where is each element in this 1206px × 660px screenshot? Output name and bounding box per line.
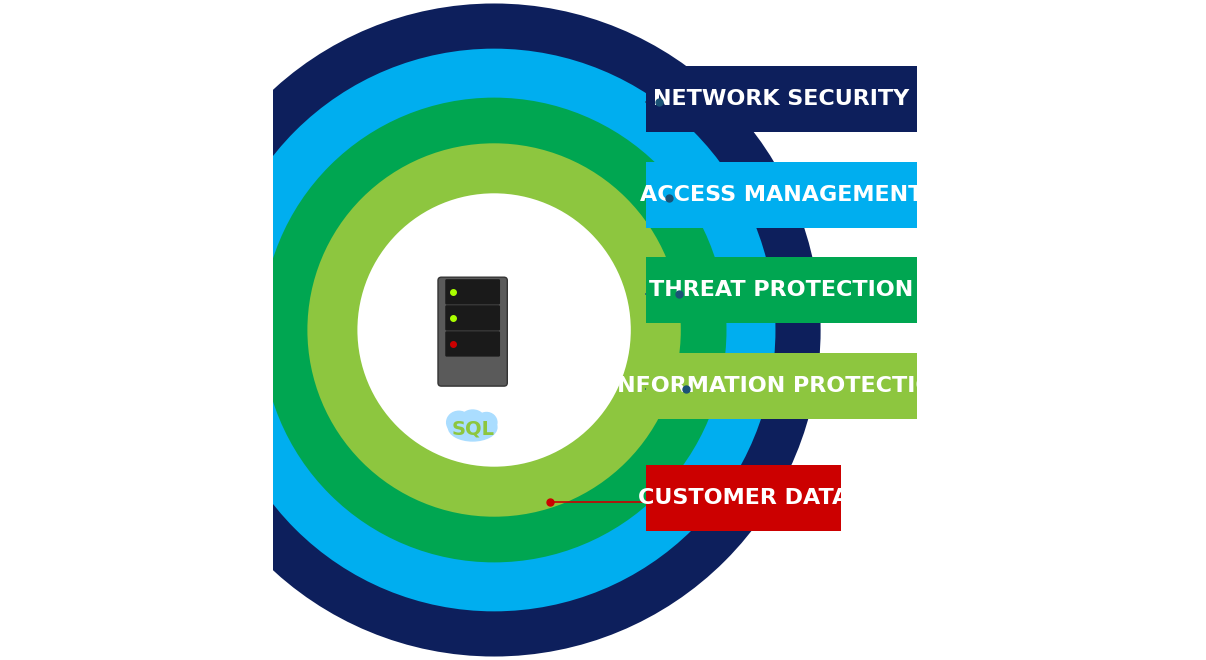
Bar [646, 353, 917, 419]
Text: INFORMATION PROTECTION: INFORMATION PROTECTION [609, 376, 953, 396]
Ellipse shape [449, 414, 497, 441]
FancyBboxPatch shape [445, 279, 500, 304]
FancyBboxPatch shape [438, 277, 508, 386]
Bar [646, 162, 917, 228]
Circle shape [388, 224, 599, 436]
Text: ACCESS MANAGEMENT: ACCESS MANAGEMENT [639, 185, 923, 205]
Ellipse shape [461, 410, 485, 430]
FancyBboxPatch shape [445, 331, 500, 356]
Bar [646, 66, 917, 132]
Text: SQL: SQL [451, 419, 494, 438]
Ellipse shape [476, 412, 497, 432]
Bar [646, 257, 917, 323]
Text: CUSTOMER DATA: CUSTOMER DATA [638, 488, 849, 508]
Text: NETWORK SECURITY: NETWORK SECURITY [654, 89, 909, 109]
Text: THREAT PROTECTION: THREAT PROTECTION [649, 280, 913, 300]
FancyBboxPatch shape [445, 305, 500, 331]
Ellipse shape [446, 411, 470, 434]
Bar [646, 465, 841, 531]
